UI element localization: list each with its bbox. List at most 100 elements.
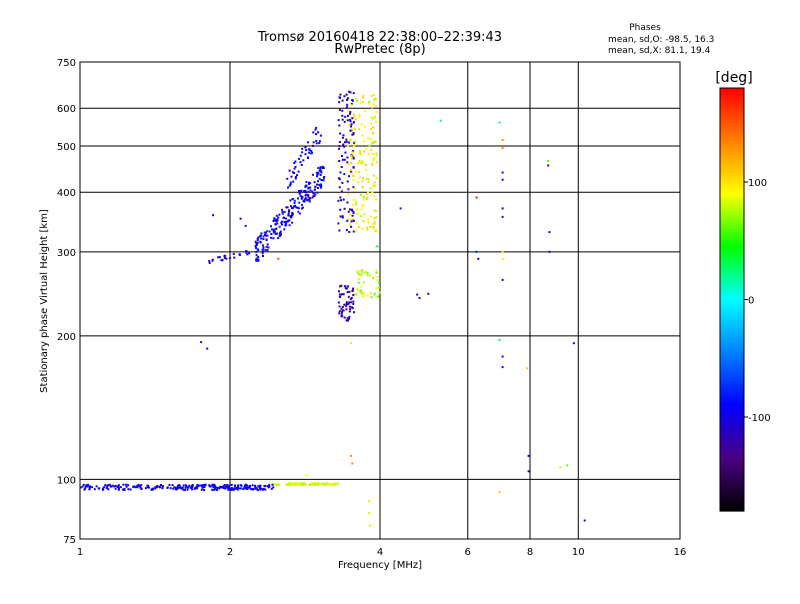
data-point [156, 485, 159, 488]
colorbar-segment [720, 482, 744, 487]
data-point [91, 486, 94, 489]
data-point [348, 175, 350, 178]
data-point [367, 102, 370, 105]
data-point [161, 487, 164, 490]
colorbar-segment [720, 377, 744, 382]
data-point [151, 488, 154, 491]
data-point [255, 244, 258, 247]
data-point [346, 156, 349, 159]
data-point [347, 109, 350, 112]
data-point [276, 222, 279, 225]
data-point [312, 131, 315, 134]
x-tick-label: 4 [377, 547, 383, 558]
data-point [339, 215, 342, 218]
data-point [281, 220, 284, 223]
data-point [501, 278, 504, 281]
data-point [361, 293, 364, 295]
data-point [342, 143, 345, 146]
data-point [261, 252, 264, 255]
data-point [258, 485, 261, 488]
data-point [305, 194, 308, 196]
data-point [377, 281, 380, 284]
colorbar-segment [720, 468, 744, 473]
colorbar-segment [720, 405, 744, 410]
data-point [215, 486, 218, 489]
data-point [168, 483, 171, 486]
colorbar-segment [720, 144, 744, 149]
data-point [310, 150, 313, 152]
data-point [376, 295, 379, 298]
data-point [350, 123, 353, 126]
data-point [373, 195, 376, 198]
data-point [342, 293, 345, 296]
data-point [366, 274, 369, 277]
data-point [290, 483, 293, 486]
colorbar-segment [720, 324, 744, 329]
data-point [85, 484, 88, 487]
data-point [348, 141, 351, 144]
colorbar-segment [720, 486, 744, 491]
data-point [312, 192, 315, 195]
data-point [274, 223, 277, 226]
colorbar-segment [720, 221, 744, 227]
y-tick-label: 750 [57, 58, 76, 69]
data-point [248, 486, 251, 489]
data-point [372, 142, 375, 144]
data-point [304, 194, 307, 197]
data-point [162, 485, 164, 488]
data-point [362, 94, 365, 97]
data-point [206, 347, 209, 350]
data-point [347, 193, 350, 196]
data-point [293, 205, 295, 208]
data-point [134, 486, 137, 489]
data-point [148, 486, 151, 489]
data-point [298, 212, 301, 215]
data-point [348, 231, 351, 233]
data-point [127, 488, 130, 491]
colorbar-segment [720, 88, 744, 93]
data-point [501, 178, 504, 181]
data-point [232, 488, 235, 491]
colorbar-segment [720, 186, 744, 191]
data-point [365, 193, 368, 196]
data-point [314, 188, 317, 191]
data-point [375, 120, 378, 123]
data-point [255, 247, 257, 249]
data-point [272, 228, 275, 231]
data-point [283, 228, 286, 231]
data-point [312, 482, 315, 485]
data-point [263, 231, 266, 234]
data-point [338, 290, 340, 293]
data-point [351, 172, 354, 175]
data-point [240, 487, 243, 490]
data-point [174, 486, 177, 489]
data-point [140, 487, 143, 490]
colorbar-segment [720, 105, 744, 110]
data-point [341, 118, 344, 121]
data-point [291, 214, 293, 217]
data-point [361, 269, 363, 272]
data-point [292, 171, 294, 174]
data-point [322, 176, 325, 179]
data-point [350, 162, 353, 164]
data-point [349, 91, 352, 94]
data-point [133, 485, 136, 488]
data-point [255, 250, 258, 253]
data-point [309, 182, 312, 185]
data-point [299, 190, 302, 193]
data-point [304, 153, 307, 156]
colorbar-segment [720, 246, 744, 251]
data-point [211, 484, 214, 487]
data-point [371, 163, 374, 166]
colorbar-segment [720, 436, 744, 442]
colorbar-segment [720, 98, 744, 103]
data-point [351, 158, 353, 161]
data-point [201, 486, 204, 489]
colorbar-segment [720, 320, 744, 325]
data-point [216, 489, 219, 491]
data-point [256, 241, 259, 244]
data-point [338, 293, 341, 296]
data-point [264, 485, 267, 488]
data-point [352, 154, 355, 157]
data-point [373, 174, 375, 177]
